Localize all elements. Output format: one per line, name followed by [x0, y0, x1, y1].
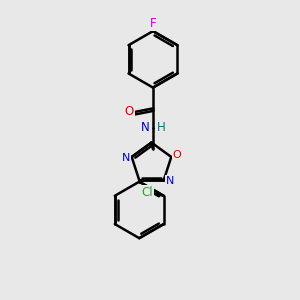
Text: N: N	[141, 121, 149, 134]
Text: H: H	[157, 121, 166, 134]
Text: O: O	[173, 151, 182, 160]
Text: N: N	[166, 176, 174, 186]
Text: F: F	[150, 16, 156, 30]
Text: N: N	[122, 152, 130, 163]
Text: O: O	[124, 105, 134, 118]
Text: Cl: Cl	[141, 186, 153, 199]
